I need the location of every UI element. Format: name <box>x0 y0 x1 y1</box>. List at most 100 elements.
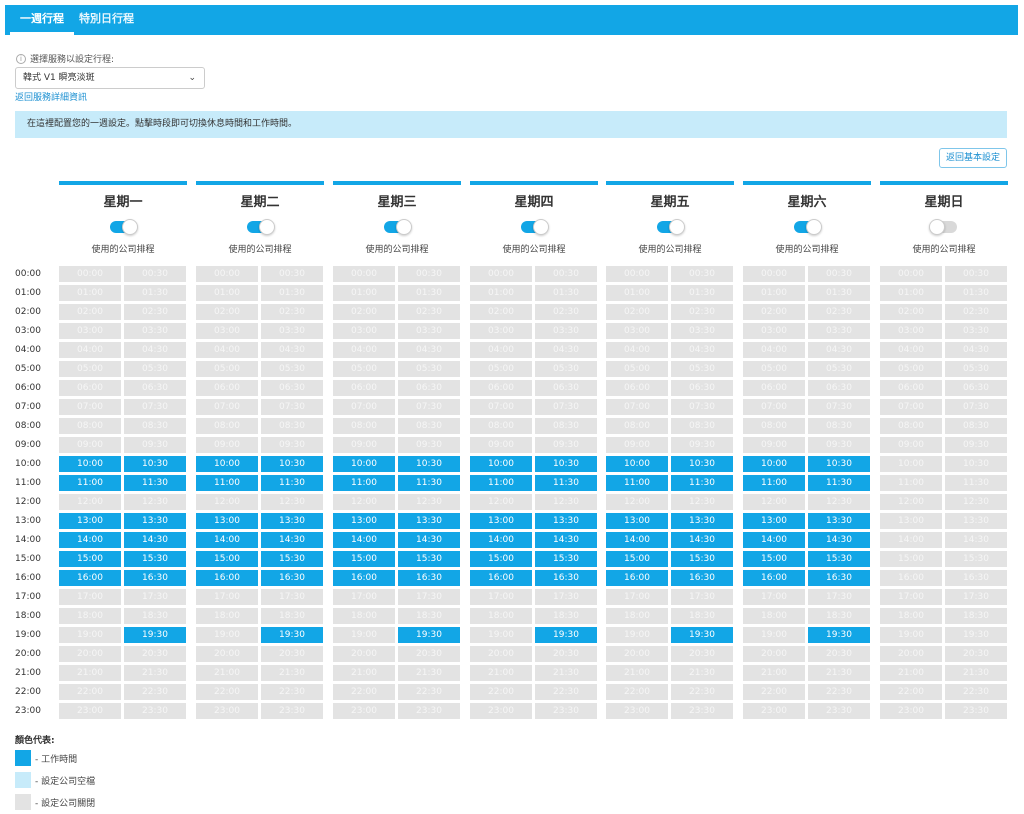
time-slot[interactable]: 19:00 <box>606 627 668 643</box>
time-slot[interactable]: 16:00 <box>880 570 942 586</box>
time-slot[interactable]: 08:30 <box>671 418 733 434</box>
time-slot[interactable]: 15:30 <box>535 551 597 567</box>
time-slot[interactable]: 02:00 <box>743 304 805 320</box>
time-slot[interactable]: 07:00 <box>606 399 668 415</box>
use-company-schedule-toggle[interactable] <box>384 219 412 235</box>
time-slot[interactable]: 19:00 <box>333 627 395 643</box>
time-slot[interactable]: 22:00 <box>196 684 258 700</box>
time-slot[interactable]: 16:30 <box>535 570 597 586</box>
time-slot[interactable]: 15:30 <box>945 551 1007 567</box>
time-slot[interactable]: 11:30 <box>398 475 460 491</box>
time-slot[interactable]: 00:30 <box>535 266 597 282</box>
time-slot[interactable]: 01:30 <box>671 285 733 301</box>
time-slot[interactable]: 23:00 <box>196 703 258 719</box>
time-slot[interactable]: 10:30 <box>808 456 870 472</box>
time-slot[interactable]: 04:30 <box>261 342 323 358</box>
time-slot[interactable]: 01:00 <box>743 285 805 301</box>
time-slot[interactable]: 09:00 <box>880 437 942 453</box>
time-slot[interactable]: 19:00 <box>196 627 258 643</box>
time-slot[interactable]: 16:30 <box>945 570 1007 586</box>
time-slot[interactable]: 10:00 <box>606 456 668 472</box>
time-slot[interactable]: 06:00 <box>606 380 668 396</box>
time-slot[interactable]: 15:30 <box>261 551 323 567</box>
time-slot[interactable]: 02:00 <box>606 304 668 320</box>
time-slot[interactable]: 03:30 <box>671 323 733 339</box>
time-slot[interactable]: 15:00 <box>470 551 532 567</box>
time-slot[interactable]: 06:30 <box>945 380 1007 396</box>
time-slot[interactable]: 05:00 <box>606 361 668 377</box>
time-slot[interactable]: 04:00 <box>606 342 668 358</box>
time-slot[interactable]: 07:30 <box>808 399 870 415</box>
time-slot[interactable]: 22:30 <box>124 684 186 700</box>
time-slot[interactable]: 02:30 <box>124 304 186 320</box>
time-slot[interactable]: 04:30 <box>945 342 1007 358</box>
time-slot[interactable]: 16:00 <box>606 570 668 586</box>
time-slot[interactable]: 06:30 <box>535 380 597 396</box>
time-slot[interactable]: 01:00 <box>196 285 258 301</box>
time-slot[interactable]: 05:00 <box>743 361 805 377</box>
time-slot[interactable]: 17:00 <box>196 589 258 605</box>
time-slot[interactable]: 23:30 <box>808 703 870 719</box>
time-slot[interactable]: 02:00 <box>196 304 258 320</box>
time-slot[interactable]: 08:30 <box>945 418 1007 434</box>
time-slot[interactable]: 05:30 <box>398 361 460 377</box>
time-slot[interactable]: 12:30 <box>808 494 870 510</box>
time-slot[interactable]: 05:00 <box>470 361 532 377</box>
time-slot[interactable]: 03:30 <box>808 323 870 339</box>
time-slot[interactable]: 23:30 <box>261 703 323 719</box>
time-slot[interactable]: 13:30 <box>261 513 323 529</box>
time-slot[interactable]: 12:30 <box>261 494 323 510</box>
time-slot[interactable]: 21:30 <box>671 665 733 681</box>
time-slot[interactable]: 13:00 <box>470 513 532 529</box>
time-slot[interactable]: 23:30 <box>945 703 1007 719</box>
time-slot[interactable]: 21:00 <box>743 665 805 681</box>
time-slot[interactable]: 12:30 <box>124 494 186 510</box>
time-slot[interactable]: 21:00 <box>333 665 395 681</box>
time-slot[interactable]: 07:30 <box>124 399 186 415</box>
time-slot[interactable]: 15:30 <box>671 551 733 567</box>
time-slot[interactable]: 18:00 <box>470 608 532 624</box>
time-slot[interactable]: 10:00 <box>333 456 395 472</box>
time-slot[interactable]: 03:30 <box>535 323 597 339</box>
time-slot[interactable]: 07:30 <box>398 399 460 415</box>
time-slot[interactable]: 06:30 <box>124 380 186 396</box>
time-slot[interactable]: 08:30 <box>261 418 323 434</box>
time-slot[interactable]: 01:30 <box>398 285 460 301</box>
time-slot[interactable]: 04:00 <box>333 342 395 358</box>
time-slot[interactable]: 15:30 <box>124 551 186 567</box>
time-slot[interactable]: 20:00 <box>606 646 668 662</box>
use-company-schedule-toggle[interactable] <box>929 219 957 235</box>
time-slot[interactable]: 06:00 <box>333 380 395 396</box>
time-slot[interactable]: 23:30 <box>535 703 597 719</box>
time-slot[interactable]: 00:30 <box>808 266 870 282</box>
time-slot[interactable]: 14:00 <box>743 532 805 548</box>
time-slot[interactable]: 12:00 <box>59 494 121 510</box>
time-slot[interactable]: 14:30 <box>261 532 323 548</box>
time-slot[interactable]: 13:00 <box>196 513 258 529</box>
time-slot[interactable]: 17:30 <box>945 589 1007 605</box>
time-slot[interactable]: 09:00 <box>606 437 668 453</box>
time-slot[interactable]: 20:30 <box>808 646 870 662</box>
time-slot[interactable]: 05:30 <box>808 361 870 377</box>
time-slot[interactable]: 05:30 <box>535 361 597 377</box>
time-slot[interactable]: 15:00 <box>333 551 395 567</box>
use-company-schedule-toggle[interactable] <box>657 219 685 235</box>
time-slot[interactable]: 16:30 <box>398 570 460 586</box>
time-slot[interactable]: 12:30 <box>398 494 460 510</box>
time-slot[interactable]: 07:00 <box>333 399 395 415</box>
time-slot[interactable]: 02:30 <box>945 304 1007 320</box>
time-slot[interactable]: 13:00 <box>606 513 668 529</box>
time-slot[interactable]: 15:30 <box>398 551 460 567</box>
time-slot[interactable]: 03:30 <box>261 323 323 339</box>
time-slot[interactable]: 14:00 <box>196 532 258 548</box>
time-slot[interactable]: 14:30 <box>124 532 186 548</box>
time-slot[interactable]: 16:30 <box>671 570 733 586</box>
time-slot[interactable]: 05:30 <box>945 361 1007 377</box>
time-slot[interactable]: 05:00 <box>196 361 258 377</box>
time-slot[interactable]: 21:30 <box>124 665 186 681</box>
time-slot[interactable]: 21:00 <box>196 665 258 681</box>
time-slot[interactable]: 10:30 <box>671 456 733 472</box>
time-slot[interactable]: 20:00 <box>743 646 805 662</box>
time-slot[interactable]: 17:30 <box>398 589 460 605</box>
time-slot[interactable]: 08:00 <box>743 418 805 434</box>
